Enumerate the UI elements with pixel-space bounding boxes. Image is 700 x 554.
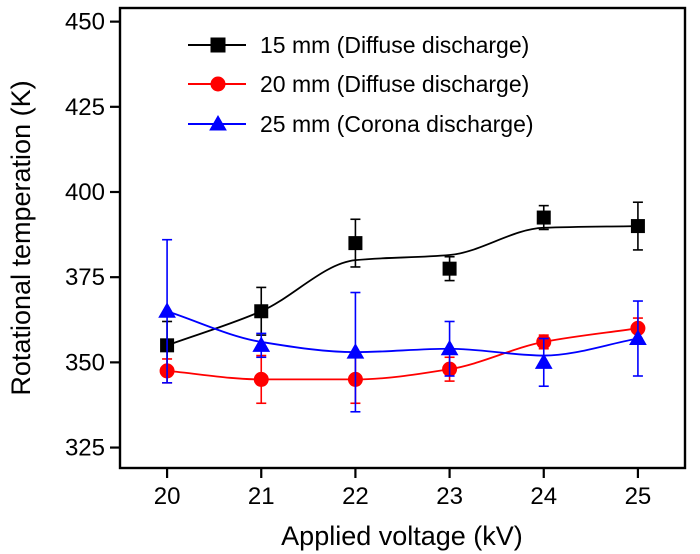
legend-label-1: 15 mm (Diffuse discharge) — [260, 32, 529, 58]
x-tick-label-21: 21 — [248, 483, 275, 510]
series-1-point-22 — [348, 236, 363, 251]
series-1-point-24 — [536, 210, 551, 225]
y-tick-label-425: 425 — [65, 94, 105, 121]
series-3-point-25 — [629, 329, 647, 346]
x-axis-label: Applied voltage (kV) — [281, 521, 523, 551]
series-1-point-23 — [442, 261, 457, 276]
legend-marker-3 — [209, 114, 227, 131]
x-tick-label-25: 25 — [625, 483, 652, 510]
legend-marker-2 — [210, 76, 226, 92]
y-axis-label: Rotational temperation (K) — [6, 80, 36, 395]
series-3-point-21 — [252, 336, 271, 352]
x-tick-label-22: 22 — [342, 483, 369, 510]
legend-label-2: 20 mm (Diffuse discharge) — [260, 71, 529, 97]
y-tick-label-350: 350 — [65, 349, 105, 376]
y-tick-label-400: 400 — [65, 179, 105, 206]
x-tick-label-23: 23 — [436, 483, 463, 510]
series-3-point-22 — [346, 343, 365, 359]
plot-layer: 20 21 22 23 24 25 325 350 375 400 425 450 — [65, 9, 651, 510]
legend: 15 mm (Diffuse discharge) 20 mm (Diffuse … — [188, 32, 534, 137]
series-1-point-25 — [630, 219, 645, 234]
x-tick-label-24: 24 — [530, 483, 557, 510]
legend-label-3: 25 mm (Corona discharge) — [260, 111, 534, 137]
plot-frame — [118, 6, 687, 470]
y-tick-label-325: 325 — [65, 435, 105, 462]
x-tick-label-20: 20 — [154, 483, 181, 510]
series-3-curve — [166, 310, 639, 357]
series-3-point-24 — [534, 353, 553, 369]
series-1-point-21 — [254, 304, 269, 319]
series-3-point-23 — [440, 339, 459, 356]
y-tick-label-450: 450 — [65, 9, 105, 36]
legend-marker-1 — [210, 37, 226, 53]
series-2-point-21 — [253, 371, 269, 387]
series-2-curve — [166, 327, 639, 381]
y-tick-label-375: 375 — [65, 264, 105, 291]
series-1-curve — [166, 225, 639, 347]
series-3-point-20 — [158, 302, 176, 318]
